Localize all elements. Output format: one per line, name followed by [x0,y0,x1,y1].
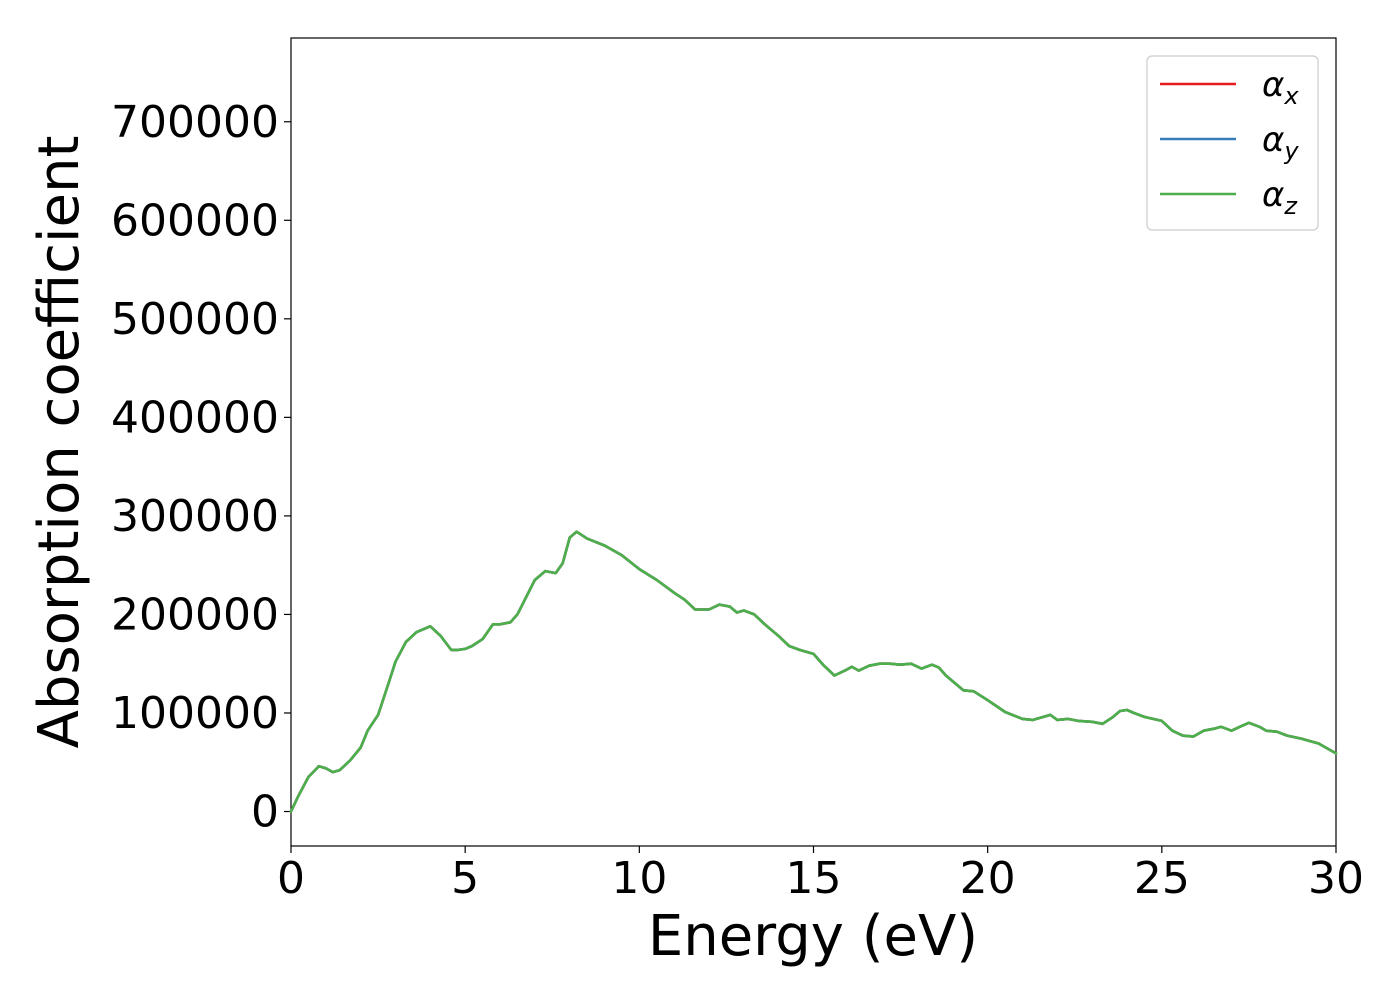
x-tick-label: 30 [1308,853,1364,904]
y-tick-label: 300000 [111,491,279,542]
series-layer [289,530,1338,813]
x-tick-label: 15 [786,853,842,904]
legend-box [1146,55,1319,231]
y-tick-label: 600000 [111,195,279,246]
y-tick-label: 200000 [111,589,279,640]
y-axis-ticks: 0 100000 200000 300000 400000 500000 600000 700… [111,97,291,838]
y-tick-label: 0 [251,787,279,838]
y-tick-label: 500000 [111,294,279,345]
legend-label: αx [1262,65,1299,110]
x-tick-label: 20 [960,853,1016,904]
x-axis-ticks: 0 5 10 15 20 25 30 [277,846,1364,904]
x-tick-label: 10 [611,853,667,904]
legend-label: αy [1262,120,1299,165]
x-tick-label: 0 [277,853,305,904]
y-tick-label: 700000 [111,97,279,148]
y-tick-label: 400000 [111,392,279,443]
x-tick-label: 5 [451,853,479,904]
series-line-1 [289,530,1338,813]
series-line-0 [289,530,1338,813]
x-tick-label: 25 [1134,853,1190,904]
y-tick-label: 100000 [111,688,279,739]
x-axis-label: Energy (eV) [648,904,978,969]
series-line-2 [289,530,1338,813]
y-axis-label: Absorption coefficient [27,136,92,749]
